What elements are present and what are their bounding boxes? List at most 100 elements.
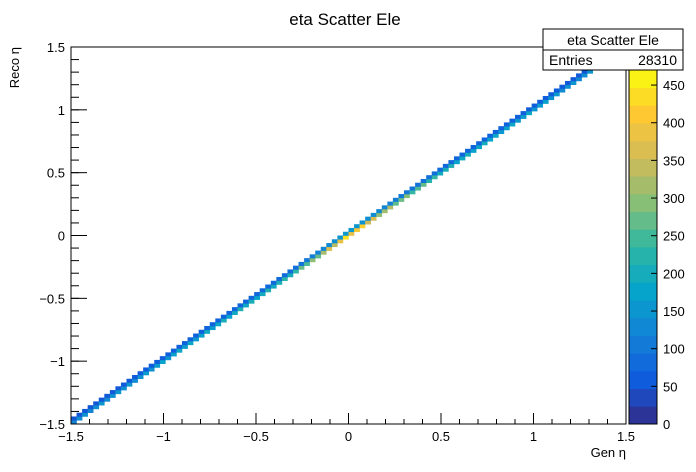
heatmap-cell xyxy=(453,156,460,161)
heatmap-cell xyxy=(104,393,111,398)
heatmap-cell xyxy=(248,299,255,304)
heatmap-cell xyxy=(132,374,138,380)
heatmap-cell xyxy=(259,288,266,293)
heatmap-cell xyxy=(492,129,499,135)
heatmap-cell xyxy=(465,152,471,157)
heatmap-cell xyxy=(120,386,127,391)
heatmap-cell xyxy=(348,227,355,233)
heatmap-cell xyxy=(204,329,211,334)
heatmap-cell xyxy=(243,299,249,304)
heatmap-cell xyxy=(193,333,199,338)
heatmap-cell xyxy=(448,160,455,165)
colorbar-segment xyxy=(629,87,657,106)
colorbar-segment xyxy=(629,370,657,389)
heatmap-cell xyxy=(276,280,283,285)
heatmap-cell xyxy=(337,235,344,240)
heatmap-cell xyxy=(237,307,244,312)
colorbar-tick-label: 450 xyxy=(663,78,685,93)
heatmap-cell xyxy=(331,243,338,248)
heatmap-cell xyxy=(431,171,438,176)
colorbar-segment xyxy=(629,406,657,425)
heatmap-cell xyxy=(137,371,144,376)
heatmap-cell xyxy=(170,352,177,357)
heatmap-cell xyxy=(520,114,527,119)
heatmap-cell xyxy=(270,284,277,289)
colorbar-tick-label: 0 xyxy=(663,417,670,432)
y-tick-label: −1 xyxy=(50,354,65,369)
heatmap-cell xyxy=(398,194,405,199)
heatmap-cell xyxy=(231,307,238,312)
colorbar-segment xyxy=(629,317,657,336)
heatmap-cell xyxy=(409,186,416,191)
heatmap-cell xyxy=(193,337,199,342)
heatmap-cell xyxy=(287,269,294,274)
heatmap-cell xyxy=(587,69,593,74)
heatmap-cell xyxy=(503,126,510,131)
heatmap-cell xyxy=(526,107,532,112)
x-tick-label: 1 xyxy=(530,429,537,444)
colorbar-segment xyxy=(629,388,657,407)
x-tick-label: −1.5 xyxy=(58,429,84,444)
heatmap-cell xyxy=(243,303,249,308)
heatmap-cell xyxy=(98,401,105,406)
heatmap-cell xyxy=(559,84,566,89)
heatmap-cell xyxy=(154,359,161,364)
y-tick-label: 0 xyxy=(58,229,65,244)
heatmap-cell xyxy=(476,145,482,150)
colorbar-segment xyxy=(629,176,657,195)
heatmap-cell xyxy=(187,337,194,342)
heatmap-cell xyxy=(132,378,138,383)
heatmap-cell xyxy=(104,397,111,402)
heatmap-cell xyxy=(581,69,588,74)
heatmap-cell xyxy=(398,197,405,202)
heatmap-cell xyxy=(76,412,83,417)
heatmap-cell xyxy=(320,246,327,251)
x-tick-label: 0 xyxy=(345,429,352,444)
heatmap-cell xyxy=(148,367,155,372)
heatmap-cell xyxy=(470,145,477,150)
heatmap-cell xyxy=(476,141,482,146)
heatmap-cell xyxy=(126,378,133,383)
x-tick-label: 0.5 xyxy=(432,429,450,444)
heatmap-cell xyxy=(315,254,322,259)
heatmap-cell xyxy=(281,276,288,282)
heatmap-cell xyxy=(231,310,238,315)
heatmap-cell xyxy=(376,209,383,214)
heatmap-cells xyxy=(71,62,599,425)
heatmap-cell xyxy=(387,201,394,206)
heatmap-cell xyxy=(109,393,116,398)
heatmap-cell xyxy=(487,133,494,138)
heatmap-cell xyxy=(276,276,283,282)
colorbar-segment xyxy=(629,247,657,266)
colorbar-tick-label: 300 xyxy=(663,191,685,206)
heatmap-cell xyxy=(404,194,410,199)
colorbar-segment xyxy=(629,123,657,142)
heatmap-cell xyxy=(315,250,322,255)
heatmap-cell xyxy=(387,205,394,210)
heatmap-cell xyxy=(143,367,149,372)
heatmap-cell xyxy=(215,318,222,323)
heatmap-cell xyxy=(320,250,327,255)
heatmap-cell xyxy=(237,303,244,308)
heatmap-cell xyxy=(304,261,310,266)
stats-entries-label: Entries xyxy=(549,52,593,68)
heatmap-cell xyxy=(120,382,127,387)
heatmap-cell xyxy=(381,209,388,214)
y-tick-label: 1 xyxy=(58,103,65,118)
heatmap-cell xyxy=(187,341,194,346)
y-tick-label: 1.5 xyxy=(47,40,65,55)
heatmap-cell xyxy=(570,77,577,82)
heatmap-cell xyxy=(342,231,349,236)
stats-box-title: eta Scatter Ele xyxy=(567,32,659,48)
heatmap-cell xyxy=(437,167,444,172)
x-axis-label: Gen η xyxy=(591,445,626,460)
heatmap-cell xyxy=(270,280,277,285)
heatmap-cell xyxy=(154,363,161,368)
heatmap-cell xyxy=(137,374,144,380)
heatmap-cell xyxy=(420,182,427,187)
heatmap-cell xyxy=(82,412,88,417)
colorbar-tick-label: 50 xyxy=(663,379,677,394)
colorbar-segment xyxy=(629,105,657,124)
colorbar-tick-label: 100 xyxy=(663,342,685,357)
